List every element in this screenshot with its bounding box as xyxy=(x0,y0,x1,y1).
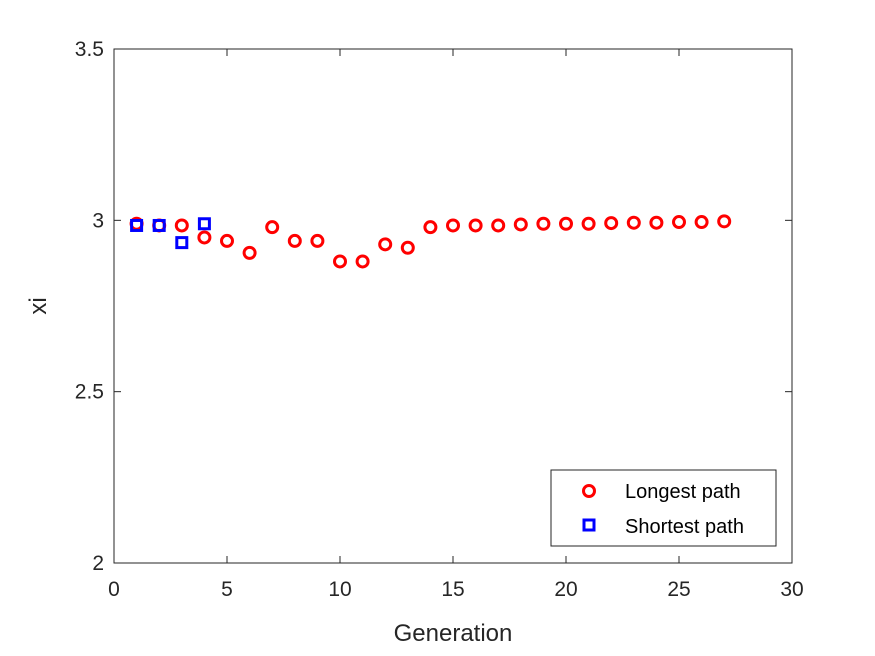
data-point-circle xyxy=(242,245,257,260)
data-point-circle xyxy=(649,215,664,230)
y-tick-label: 3 xyxy=(92,209,104,232)
data-point-circle xyxy=(423,220,438,235)
data-point-circle xyxy=(265,220,280,235)
data-point-circle xyxy=(197,230,212,245)
series-shortest-path xyxy=(130,217,211,250)
data-point-circle xyxy=(333,254,347,269)
data-point-circle xyxy=(536,216,551,231)
data-point-circle xyxy=(446,218,460,233)
data-point-square xyxy=(152,218,166,232)
legend-marker-longest-path xyxy=(582,484,596,498)
data-point-circle xyxy=(378,237,393,252)
x-tick-label: 10 xyxy=(328,578,351,601)
data-point-circle xyxy=(513,217,528,232)
data-point-circle xyxy=(287,233,302,248)
x-tick-label: 15 xyxy=(441,578,464,601)
legend-label-longest-path: Longest path xyxy=(625,481,741,503)
x-axis-title: Generation xyxy=(394,620,513,647)
data-point-square xyxy=(130,218,144,232)
data-point-circle xyxy=(672,215,686,230)
data-point-circle xyxy=(581,216,596,231)
data-point-circle xyxy=(310,233,325,248)
x-tick-label: 0 xyxy=(108,578,120,601)
data-points xyxy=(129,214,732,269)
data-point-circle xyxy=(468,218,483,233)
data-point-circle xyxy=(491,218,506,233)
axis-tick-labels: 0 5 10 15 20 25 30 2 2.5 3 3.5 xyxy=(75,38,804,601)
y-tick-label: 2 xyxy=(92,552,104,575)
axis-ticks xyxy=(113,48,793,564)
x-tick-label: 25 xyxy=(667,578,690,601)
y-tick-label: 3.5 xyxy=(75,38,104,61)
data-point-circle xyxy=(220,233,234,248)
data-point-circle xyxy=(355,254,370,269)
data-point-circle xyxy=(694,215,709,230)
data-point-square xyxy=(175,236,189,250)
data-point-circle xyxy=(400,240,415,255)
data-point-circle xyxy=(174,218,189,233)
data-point-circle xyxy=(559,216,573,231)
x-tick-label: 20 xyxy=(554,578,577,601)
legend: Longest path Shortest path xyxy=(550,469,777,547)
data-point-circle xyxy=(626,215,641,230)
legend-box xyxy=(550,469,777,547)
y-tick-label: 2.5 xyxy=(75,381,104,404)
x-tick-label: 30 xyxy=(780,578,803,601)
legend-label-shortest-path: Shortest path xyxy=(625,516,744,538)
data-point-circle xyxy=(717,214,732,229)
data-point-square xyxy=(197,217,211,231)
y-axis-title: xi xyxy=(25,297,52,314)
x-tick-label: 5 xyxy=(221,578,233,601)
legend-marker-shortest-path xyxy=(582,518,596,532)
data-point-circle xyxy=(604,216,619,231)
